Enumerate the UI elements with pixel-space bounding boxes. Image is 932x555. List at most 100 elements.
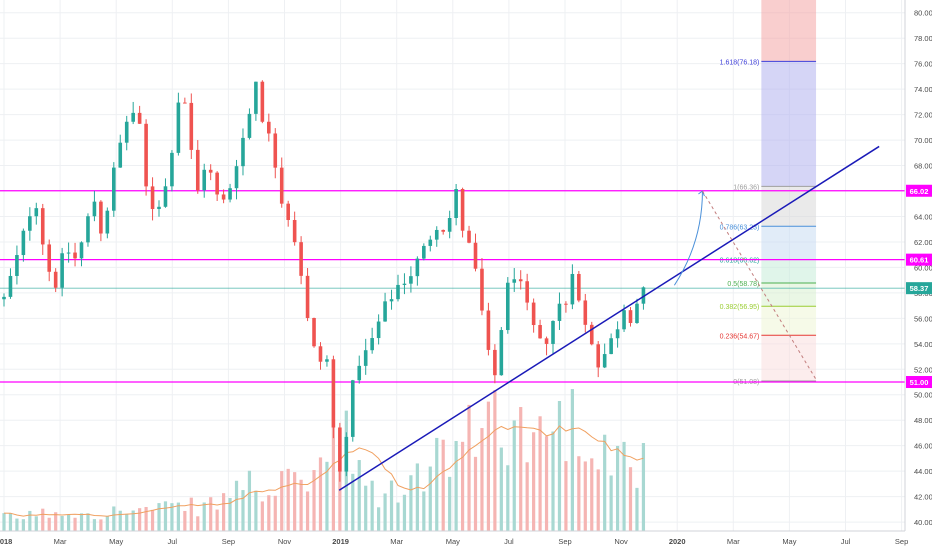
candle-body [124, 121, 129, 143]
time-axis-tick-label: Mar [390, 537, 403, 546]
candle-body [267, 121, 271, 134]
candle-body [15, 255, 19, 276]
candle-body [279, 167, 284, 204]
price-axis-tick-label: 52.00 [914, 365, 932, 374]
current-price-tag: 58.37 [910, 284, 929, 293]
candle-body [635, 303, 639, 323]
volume-bar [383, 493, 387, 531]
volume-bar [519, 407, 523, 531]
volume-bar [60, 516, 64, 531]
current-price-tag-bg [906, 282, 932, 295]
candle-body [163, 186, 168, 207]
volume-bar [538, 416, 542, 531]
candle-body [602, 354, 607, 368]
volume-bar [54, 512, 58, 531]
volume-bar [318, 457, 323, 531]
candle-body [221, 194, 226, 200]
candle-body [170, 152, 174, 187]
time-axis-tick-label: Nov [614, 537, 628, 546]
volume-bar [325, 461, 329, 531]
candle-body [131, 112, 135, 122]
volume-bar [415, 463, 419, 531]
volume-bar [202, 502, 206, 531]
volume-bar [286, 468, 290, 531]
candle-body [28, 216, 32, 231]
candle-body [47, 244, 52, 272]
volume-bar [448, 476, 452, 531]
candle-body [112, 167, 116, 211]
candle-body [409, 276, 413, 284]
candle-body [86, 216, 90, 243]
time-axis-tick-label: 2020 [669, 537, 686, 546]
candle-body [318, 346, 323, 362]
volume-bar [163, 501, 168, 531]
candle-body [376, 321, 381, 339]
volume-bar [8, 513, 13, 531]
volume-bar [396, 502, 400, 531]
candle-body [254, 81, 258, 114]
candle-body [40, 208, 45, 245]
candle-body [454, 189, 458, 219]
price-axis-tick-label: 50.00 [914, 391, 932, 400]
volume-bar [428, 466, 432, 531]
volume-bar [402, 494, 407, 531]
fib-level-label: 0.5(58.78) [727, 281, 759, 288]
candle-body [564, 303, 568, 305]
candle-body [8, 275, 13, 297]
volume-bar [486, 401, 491, 531]
volume-bar [615, 445, 620, 531]
candle-body [622, 310, 626, 330]
candle-body [570, 273, 575, 305]
trendline [338, 145, 880, 491]
volume-bar [131, 510, 135, 531]
volume-bar [99, 519, 103, 531]
time-axis-tick-label: May [446, 537, 460, 546]
candle-body [493, 349, 497, 376]
candle-body [53, 271, 58, 288]
volume-bar [92, 519, 97, 531]
price-axis-tick-label: 48.00 [914, 416, 932, 425]
time-axis-tick-label: 2018 [0, 537, 12, 546]
volume-bar [254, 490, 258, 531]
fib-zone [761, 335, 817, 381]
volume-bar [441, 439, 445, 531]
volume-bar [635, 487, 639, 531]
projection-arrow [673, 191, 703, 286]
price-axis-tick-label: 70.00 [914, 136, 932, 145]
candle-body [505, 282, 510, 331]
time-axis-tick-label: 2019 [332, 537, 349, 546]
volume-bar [493, 390, 497, 531]
candle-body [383, 301, 387, 322]
price-axis-tick-label: 78.00 [914, 34, 932, 43]
time-axis-tick-label: Mar [54, 537, 67, 546]
volume-bar [460, 441, 465, 531]
volume-bar [234, 480, 239, 531]
candle-body [73, 252, 77, 259]
volume-bar [506, 465, 510, 531]
volume-bar [641, 443, 646, 531]
volume-bar [144, 506, 148, 531]
candle-body [183, 102, 187, 104]
candle-body [447, 218, 452, 232]
candle-body [441, 229, 446, 232]
volume-bar [467, 404, 471, 531]
volume-bar [86, 513, 90, 531]
volume-bar [564, 461, 568, 531]
price-axis-tick-label: 42.00 [914, 493, 932, 502]
volume-bar [422, 491, 426, 531]
candle-body [305, 275, 310, 318]
candle-body [234, 166, 239, 189]
volume-bar [331, 407, 336, 531]
candle-body [66, 252, 71, 254]
candle-body [299, 242, 303, 276]
volume-bar [170, 503, 174, 531]
price-axis-tick-label: 54.00 [914, 340, 932, 349]
candle-body [2, 296, 6, 300]
candle-body [357, 365, 362, 381]
volume-bar [480, 428, 484, 531]
volume-bar [28, 510, 32, 531]
candle-body [338, 427, 342, 472]
price-level-tag: 66.02 [910, 187, 929, 196]
